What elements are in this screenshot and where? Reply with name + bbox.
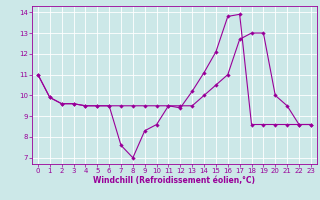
- X-axis label: Windchill (Refroidissement éolien,°C): Windchill (Refroidissement éolien,°C): [93, 176, 255, 185]
